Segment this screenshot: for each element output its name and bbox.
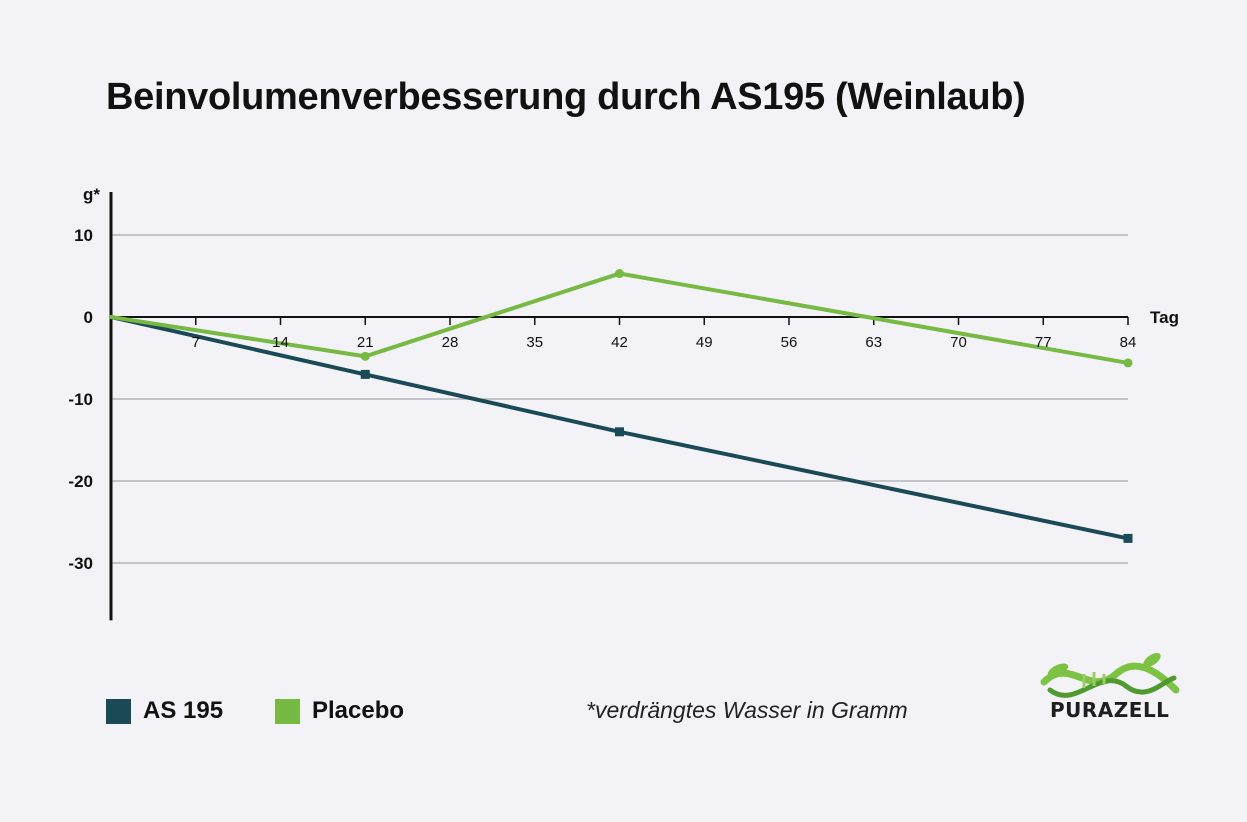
y-tick-label: 10 bbox=[74, 226, 93, 245]
legend-swatch-placebo bbox=[275, 698, 300, 724]
legend-item-placebo: Placebo bbox=[275, 696, 404, 726]
x-tick-label: 14 bbox=[272, 334, 289, 351]
y-tick-label: -30 bbox=[68, 554, 93, 573]
x-tick-label: 70 bbox=[950, 334, 967, 351]
y-tick-label: 0 bbox=[84, 308, 93, 327]
legend-label-placebo: Placebo bbox=[312, 697, 405, 724]
axes bbox=[109, 192, 1129, 621]
series-line-as195 bbox=[109, 315, 1130, 541]
x-tick-label: 28 bbox=[442, 334, 459, 351]
legend-label-as195: AS 195 bbox=[143, 697, 224, 724]
series-line-placebo bbox=[109, 271, 1130, 365]
x-tick-label: 84 bbox=[1120, 334, 1137, 351]
x-axis-label: Tag bbox=[1150, 308, 1179, 327]
x-tick-label: 49 bbox=[696, 334, 713, 351]
x-tick-label: 77 bbox=[1035, 334, 1052, 351]
tick-labels: 7 14 21 28 35 42 49 56 63 70 77 84 10 0 -10 -20 -30 g* Tag bbox=[68, 185, 1179, 573]
grid-lines bbox=[111, 234, 1128, 564]
data-point-as195 bbox=[1123, 533, 1133, 543]
logo-text: PURAZELL bbox=[1050, 698, 1170, 722]
x-tick-label: 21 bbox=[357, 334, 374, 351]
data-point-as195 bbox=[360, 369, 370, 379]
series-lines bbox=[109, 269, 1133, 543]
x-tick-label: 63 bbox=[865, 334, 882, 351]
footnote: *verdrängtes Wasser in Gramm bbox=[586, 697, 908, 723]
x-tick-label: 42 bbox=[611, 334, 628, 351]
chart-title: Beinvolumenverbesserung durch AS195 (Wei… bbox=[106, 76, 1026, 118]
dna-leaf-icon bbox=[1040, 652, 1180, 698]
y-tick-label: -10 bbox=[68, 390, 93, 409]
legend-item-as195: AS 195 bbox=[106, 696, 223, 726]
legend-swatch-as195 bbox=[106, 698, 131, 724]
x-tick-label: 35 bbox=[526, 334, 543, 351]
data-point-placebo bbox=[360, 351, 370, 361]
data-point-placebo bbox=[1123, 358, 1133, 368]
data-point-placebo bbox=[615, 269, 624, 279]
x-tick-label: 7 bbox=[192, 334, 200, 351]
y-tick-label: -20 bbox=[68, 472, 93, 491]
x-tick-label: 56 bbox=[781, 334, 798, 351]
data-point-as195 bbox=[615, 427, 624, 437]
y-axis-label: g* bbox=[83, 185, 100, 204]
